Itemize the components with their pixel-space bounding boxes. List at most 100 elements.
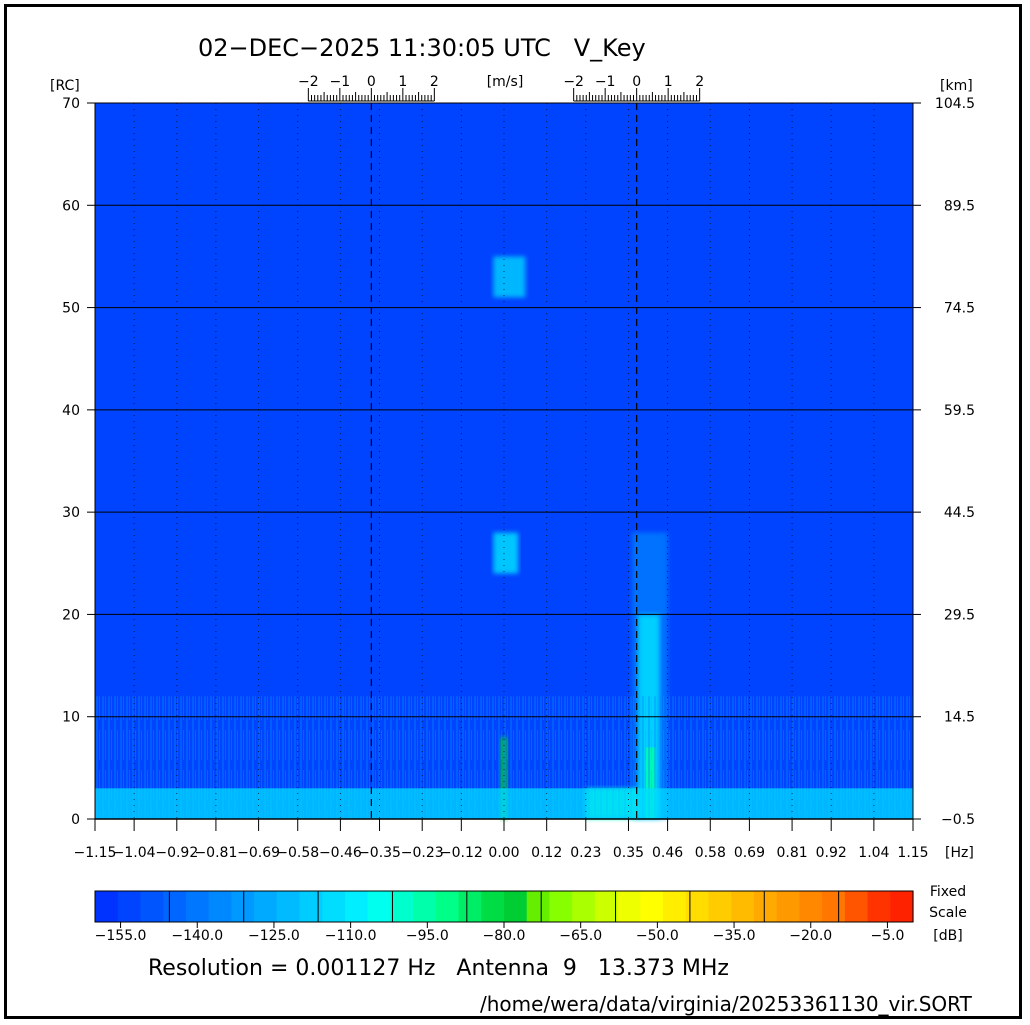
y-left-tick-label-1: 10: [62, 710, 80, 726]
colorbar-swatch-3: [163, 891, 187, 922]
x-tick-label-19: 1.04: [858, 845, 889, 861]
velocity-tick-label-4: 2: [695, 74, 704, 90]
colorbar-tick-label-5: −80.0: [483, 928, 526, 944]
colorbar-swatch-2: [140, 891, 164, 922]
velocity-tick-label-3: 1: [664, 74, 673, 90]
colorbar-swatch-31: [799, 891, 823, 922]
colorbar-swatch-9: [299, 891, 323, 922]
x-tick-label-8: −0.23: [401, 845, 444, 861]
y-left-tick-label-6: 60: [62, 198, 80, 214]
colorbar-swatch-22: [594, 891, 619, 922]
x-tick-label-2: −0.92: [155, 845, 198, 861]
colorbar-swatch-24: [640, 891, 664, 922]
colorbar-swatch-12: [367, 891, 391, 922]
velocity-tick-label-2: 0: [367, 74, 376, 90]
x-tick-label-12: 0.23: [570, 845, 601, 861]
colorbar-swatch-16: [458, 891, 482, 922]
colorbar-swatch-14: [413, 891, 437, 922]
colorbar-swatch-7: [254, 891, 278, 922]
feature-fill: [493, 256, 526, 298]
colorbar-tick-label-6: −65.0: [559, 928, 602, 944]
x-tick-label-16: 0.69: [734, 845, 765, 861]
noise-band: [95, 788, 913, 819]
y-left-tick-label-3: 30: [62, 505, 80, 521]
x-tick-label-15: 0.58: [695, 845, 726, 861]
colorbar-tick-label-7: −50.0: [636, 928, 679, 944]
feature-blob-rc-26: [493, 532, 519, 574]
x-tick-label-4: −0.69: [237, 845, 280, 861]
x-tick-label-0: −1.15: [74, 845, 117, 861]
resolution-caption: Resolution = 0.001127 Hz Antenna 9 13.37…: [148, 956, 729, 981]
x-tick-label-18: 0.92: [816, 845, 847, 861]
velocity-tick-label-3: 1: [398, 74, 407, 90]
x-tick-label-14: 0.46: [652, 845, 683, 861]
y-right-tick-label-1: 14.5: [944, 710, 975, 726]
y-right-tick-label-7: 104.5: [935, 96, 975, 112]
y-left-tick-label-7: 70: [62, 96, 80, 112]
colorbar-swatch-29: [753, 891, 778, 922]
colorbar-tick-label-10: −5.0: [870, 928, 904, 944]
velocity-tick-label-1: −1: [330, 74, 351, 90]
colorbar-swatch-11: [344, 891, 369, 922]
colorbar-swatch-28: [731, 891, 755, 922]
x-tick-label-9: −0.12: [440, 845, 483, 861]
y-left-tick-label-2: 20: [62, 607, 80, 623]
colorbar-swatch-27: [708, 891, 732, 922]
colorbar-tick-label-1: −140.0: [171, 928, 223, 944]
axes: −1.15−1.04 −0.92−0.81 −0.69−0.58 −0.46−0.35…: [50, 74, 975, 861]
y-right-tick-label-0: −0.5: [941, 812, 975, 828]
feature-blob-rc-52: [493, 256, 526, 298]
x-tick-label-11: 0.12: [531, 845, 562, 861]
colorbar-swatch-18: [504, 891, 528, 922]
x-axis-unit: [Hz]: [945, 845, 974, 861]
colorbar-tick-label-0: −155.0: [95, 928, 147, 944]
x-tick-label-10: 0.00: [488, 845, 519, 861]
y-right-tick-label-5: 74.5: [944, 301, 975, 317]
x-tick-label-5: −0.58: [276, 845, 319, 861]
y-left-tick-label-5: 50: [62, 301, 80, 317]
colorbar-swatch-25: [663, 891, 687, 922]
x-tick-label-20: 1.15: [897, 845, 928, 861]
x-tick-label-3: −0.81: [194, 845, 237, 861]
colorbar-swatch-10: [322, 891, 346, 922]
colorbar-tick-label-2: −125.0: [248, 928, 300, 944]
colorbar-swatch-21: [572, 891, 596, 922]
y-left-unit: [RC]: [50, 78, 80, 94]
colorbar-swatch-15: [435, 891, 460, 922]
colorbar-tick-label-3: −110.0: [325, 928, 377, 944]
feature-fill: [493, 532, 519, 574]
x-tick-label-6: −0.46: [319, 845, 362, 861]
colorbar-swatch-20: [549, 891, 573, 922]
file-path: /home/wera/data/virginia/20253361130_vir…: [480, 992, 972, 1016]
colorbar-swatch-19: [526, 891, 551, 922]
y-right-tick-label-3: 44.5: [944, 505, 975, 521]
colorbar-unit: [dB]: [933, 928, 962, 944]
colorbar: −155.0 −140.0 −125.0 −110.0 −95.0 −80.0 −65.0 −…: [94, 884, 967, 944]
y-left-tick-label-4: 40: [62, 403, 80, 419]
colorbar-tick-label-9: −20.0: [789, 928, 832, 944]
colorbar-swatch-5: [208, 891, 232, 922]
x-tick-label-7: −0.35: [358, 845, 401, 861]
colorbar-tick-label-8: −35.0: [713, 928, 756, 944]
grid: [95, 103, 913, 819]
colorbar-swatch-26: [685, 891, 710, 922]
figure-frame: [4, 4, 1022, 1019]
velocity-tick-label-4: 2: [430, 74, 439, 90]
x-tick-label-1: −1.04: [113, 845, 156, 861]
y-right-tick-label-2: 29.5: [944, 607, 975, 623]
colorbar-swatch-1: [117, 891, 142, 922]
y-right-unit: [km]: [940, 78, 973, 94]
colorbar-swatch-23: [617, 891, 641, 922]
y-right-tick-label-4: 59.5: [944, 403, 975, 419]
velocity-scale-1: −2 −1 0 1 2: [563, 74, 704, 102]
colorbar-swatch-34: [867, 891, 891, 922]
velocity-tick-label-0: −2: [563, 74, 584, 90]
velocity-tick-label-1: −1: [595, 74, 616, 90]
chart-title: 02−DEC−2025 11:30:05 UTC V_Key: [198, 34, 646, 62]
colorbar-swatch-32: [822, 891, 846, 922]
velocity-tick-label-2: 0: [632, 74, 641, 90]
colorbar-swatch-30: [776, 891, 800, 922]
colorbar-swatch-4: [185, 891, 210, 922]
colorbar-swatch-6: [231, 891, 255, 922]
